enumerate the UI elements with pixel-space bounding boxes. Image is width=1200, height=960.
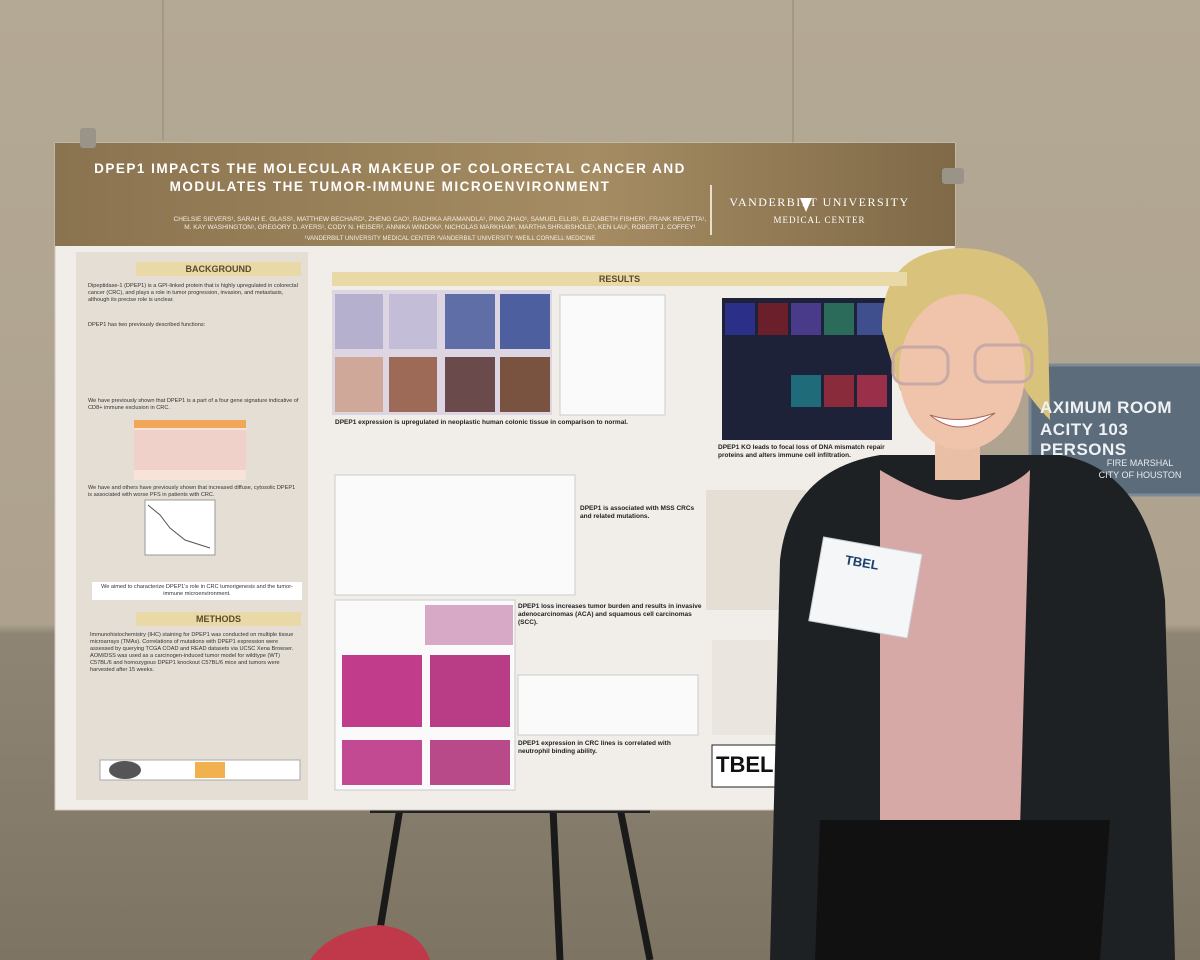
trousers xyxy=(815,820,1110,960)
tile xyxy=(500,357,550,412)
aim: We aimed to characterize DPEP1's role in… xyxy=(92,582,302,600)
face xyxy=(899,294,1025,450)
panel-title: DPEP1 is associated with MSS CRCs and re… xyxy=(580,505,695,520)
logo-name: VANDERBILT UNIVERSITY xyxy=(729,195,910,209)
clip xyxy=(942,168,964,184)
poster-title: DPEP1 IMPACTS THE MOLECULAR MAKEUP OF CO… xyxy=(94,161,686,194)
mouse-icon xyxy=(109,761,141,779)
heatmap-bar xyxy=(134,420,246,428)
tile xyxy=(445,294,495,349)
he-stain xyxy=(430,655,510,727)
timeline-bar xyxy=(195,762,225,778)
sign-line: ACITY 103 PERSONS xyxy=(1040,420,1129,459)
fringe xyxy=(895,282,1030,330)
tile xyxy=(389,357,437,412)
sign-footer: CITY OF HOUSTON xyxy=(1098,470,1182,480)
violin-figure xyxy=(559,294,666,416)
clip xyxy=(80,128,96,148)
if-tile xyxy=(857,375,887,407)
mutation-violins xyxy=(334,474,576,596)
tile xyxy=(335,357,383,412)
easel-leg xyxy=(616,807,654,960)
easel-leg xyxy=(549,807,564,960)
smile xyxy=(929,412,996,428)
poster-authors: CHELSIE SIEVERS¹, SARAH E. GLASS¹, MATTH… xyxy=(173,216,707,231)
divider xyxy=(710,185,712,235)
survival-curve xyxy=(147,504,211,549)
poster-affiliations: ¹VANDERBILT UNIVERSITY MEDICAL CENTER ²V… xyxy=(304,236,596,242)
he-stain xyxy=(425,605,513,645)
section-heading: RESULTS xyxy=(332,272,907,286)
lab-logo: TBEL xyxy=(716,752,774,777)
section-heading: METHODS xyxy=(136,612,301,626)
section-heading: BACKGROUND xyxy=(136,262,301,276)
name-badge xyxy=(808,536,923,639)
panel-title: DPEP1 expression is upregulated in neopl… xyxy=(335,419,628,426)
tile xyxy=(389,294,437,349)
heatmap-cells xyxy=(134,430,246,470)
if-tile xyxy=(791,375,821,407)
methods-text: Immunohistochemistry (IHC) staining for … xyxy=(90,632,294,673)
glasses-lens xyxy=(891,345,950,386)
if-tile xyxy=(725,303,755,335)
if-tile xyxy=(758,303,788,335)
he-stain xyxy=(430,740,510,785)
bag xyxy=(310,925,430,960)
tile xyxy=(445,357,495,412)
he-stain xyxy=(342,655,422,727)
bullet: We have and others have previously shown… xyxy=(88,485,296,498)
sign-line: AXIMUM ROOM xyxy=(1040,398,1173,417)
bullet: DPEP1 has two previously described funct… xyxy=(88,322,206,328)
if-tile xyxy=(791,303,821,335)
bullet: We have previously shown that DPEP1 is a… xyxy=(88,398,299,411)
ihc-tiles xyxy=(335,294,550,412)
tile xyxy=(500,294,550,349)
tile xyxy=(335,294,383,349)
if-tile xyxy=(824,375,854,407)
panel-title: DPEP1 loss increases tumor burden and re… xyxy=(518,603,702,626)
panel-title: DPEP1 expression in CRC lines is correla… xyxy=(518,740,671,755)
bullet: Dipeptidase-1 (DPEP1) is a GPI-linked pr… xyxy=(88,283,298,303)
lace-top xyxy=(880,470,1030,845)
binding-figure xyxy=(517,674,699,736)
if-tile xyxy=(824,303,854,335)
sign-footer: FIRE MARSHAL xyxy=(1106,458,1174,468)
he-stain xyxy=(342,740,422,785)
glasses-lens xyxy=(973,343,1034,384)
panel-title: DPEP1 KO leads to focal loss of DNA mism… xyxy=(718,444,885,459)
badge-card xyxy=(808,536,923,639)
poster-header xyxy=(55,143,955,246)
logo-subtitle: MEDICAL CENTER xyxy=(773,215,866,225)
vu-mark xyxy=(800,198,812,212)
